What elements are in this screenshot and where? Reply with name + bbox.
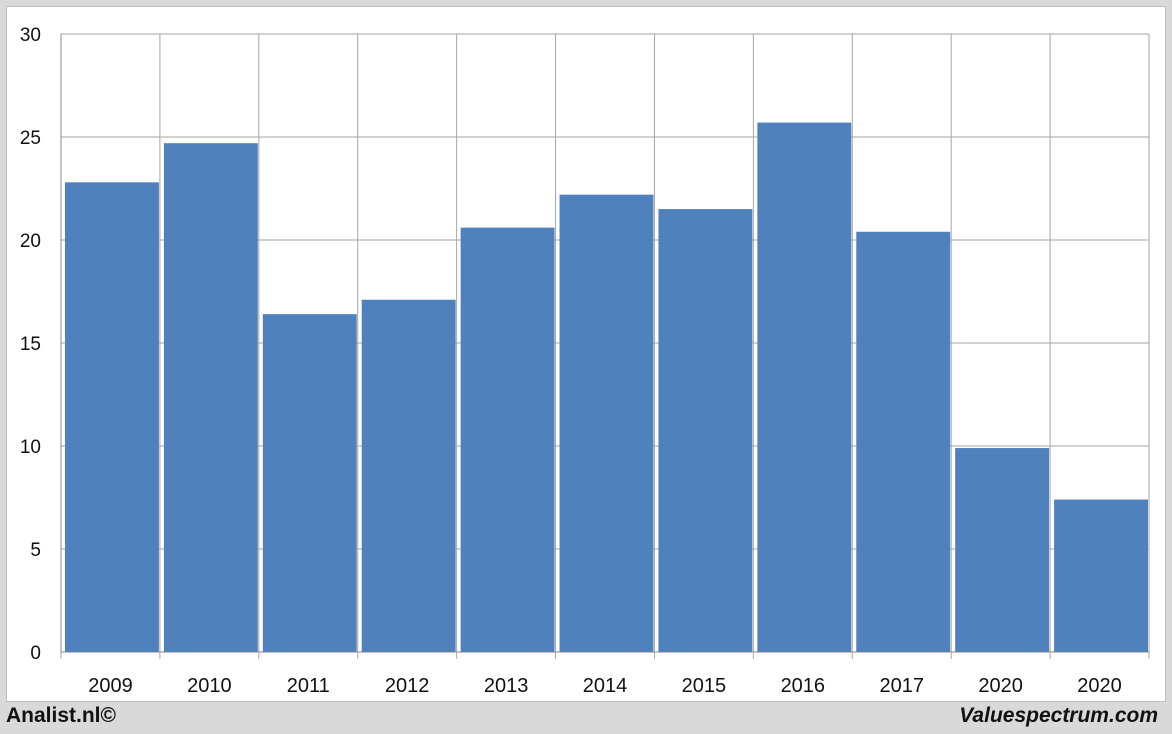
bar <box>658 209 753 652</box>
y-tick-label: 5 <box>30 540 41 561</box>
y-tick-label: 20 <box>20 231 41 252</box>
y-tick-label: 0 <box>30 643 41 664</box>
y-tick-label: 25 <box>20 128 41 149</box>
y-tick-label: 10 <box>20 437 41 458</box>
bar <box>361 299 456 652</box>
x-tick-label: 2010 <box>187 675 232 697</box>
bar <box>559 194 654 652</box>
x-tick-label: 2016 <box>781 675 826 697</box>
x-tick-label: 2014 <box>583 675 628 697</box>
x-tick-label: 2020 <box>978 675 1023 697</box>
y-tick-label: 15 <box>20 334 41 355</box>
x-tick-label: 2009 <box>88 675 133 697</box>
x-tick-label: 2020 <box>1077 675 1122 697</box>
bar <box>757 122 852 652</box>
y-tick-label: 30 <box>20 25 41 46</box>
bar <box>65 182 159 652</box>
x-tick-label: 2017 <box>879 675 924 697</box>
footer-source-left: Analist.nl© <box>6 704 116 727</box>
x-tick-label: 2015 <box>682 675 727 697</box>
x-tick-label: 2011 <box>287 675 330 697</box>
bar <box>955 448 1050 652</box>
footer-source-right: Valuespectrum.com <box>959 704 1158 727</box>
x-tick-label: 2012 <box>385 675 430 697</box>
bar <box>1054 499 1148 652</box>
bar <box>856 231 951 652</box>
x-tick-label: 2013 <box>484 675 529 697</box>
bar <box>460 227 555 652</box>
bar <box>163 143 258 652</box>
bar <box>262 314 357 652</box>
